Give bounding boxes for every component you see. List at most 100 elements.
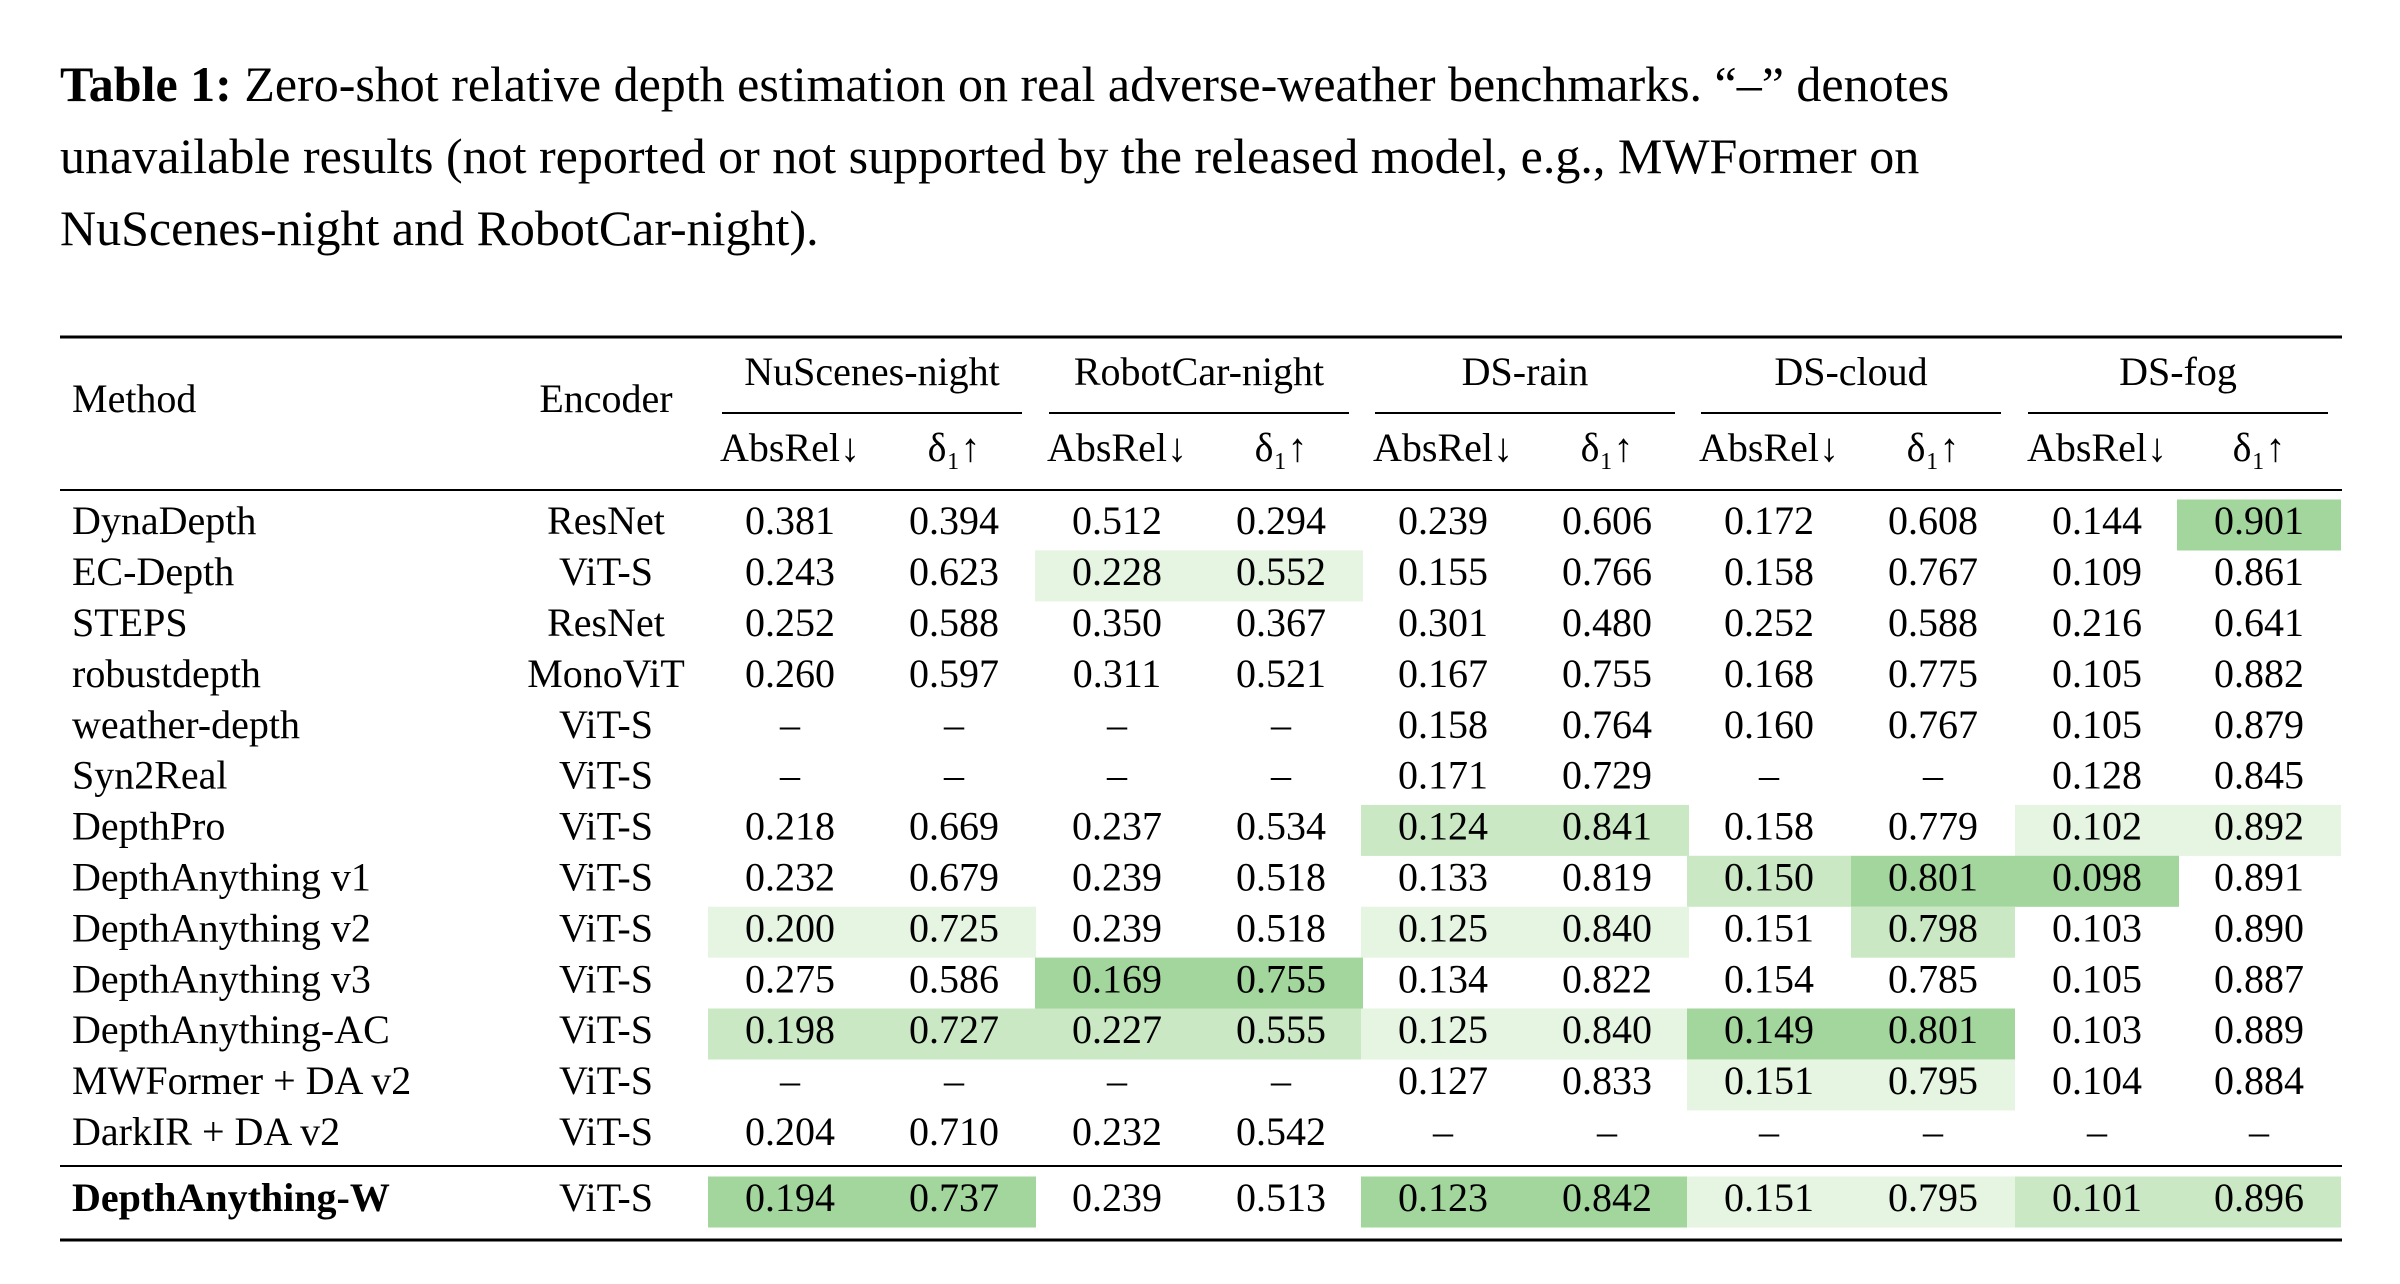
metric-value: 0.260	[745, 651, 835, 696]
method-name: weather-depth	[72, 702, 300, 747]
metric-value: 0.755	[1236, 956, 1326, 1001]
metric-value: 0.588	[909, 600, 999, 645]
metric-value: 0.597	[909, 651, 999, 696]
metric-value: 0.785	[1888, 956, 1978, 1001]
cell-highlight	[1035, 957, 1199, 1009]
metric-value: 0.167	[1398, 651, 1488, 696]
cell-highlight	[1687, 1176, 1851, 1228]
metric-value: 0.133	[1398, 854, 1488, 899]
caption-line: Table 1: Zero-shot relative depth estima…	[60, 48, 2360, 120]
header-metric: AbsRel↓	[720, 425, 860, 470]
metric-value: 0.586	[909, 956, 999, 1001]
metric-value: 0.294	[1236, 498, 1326, 543]
header-group: NuScenes-night	[744, 349, 1000, 394]
metric-value: 0.884	[2214, 1058, 2304, 1103]
metric-value: 0.767	[1888, 702, 1978, 747]
metric-value: 0.311	[1073, 651, 1162, 696]
metric-value: 0.840	[1562, 905, 1652, 950]
metric-value: 0.239	[1072, 854, 1162, 899]
cell-highlight	[1687, 1059, 1851, 1111]
metric-value: 0.123	[1398, 1175, 1488, 1220]
metric-value: 0.518	[1236, 905, 1326, 950]
encoder: ViT-S	[559, 549, 653, 594]
header-metric: δ₁↑	[1255, 425, 1308, 470]
metric-value: 0.098	[2052, 854, 2142, 899]
cell-highlight	[1199, 957, 1363, 1009]
header-metric: AbsRel↓	[1699, 425, 1839, 470]
metric-value: 0.151	[1724, 1175, 1814, 1220]
metric-value: 0.194	[745, 1175, 835, 1220]
metric-value: 0.727	[909, 1007, 999, 1052]
metric-value: –	[1106, 1058, 1128, 1103]
metric-value: 0.890	[2214, 905, 2304, 950]
metric-value: –	[1758, 753, 1780, 798]
cell-highlight	[872, 1176, 1036, 1228]
metric-value: 0.896	[2214, 1175, 2304, 1220]
metric-value: 0.534	[1236, 804, 1326, 849]
cell-highlight	[1199, 1008, 1363, 1060]
metric-value: –	[1270, 753, 1292, 798]
method-name: MWFormer + DA v2	[72, 1058, 411, 1103]
metric-value: 0.105	[2052, 956, 2142, 1001]
metric-value: 0.232	[745, 854, 835, 899]
metric-value: 0.623	[909, 549, 999, 594]
header-method: Method	[72, 376, 196, 421]
cell-highlight	[1851, 1176, 2015, 1228]
metric-value: 0.105	[2052, 651, 2142, 696]
metric-value: 0.779	[1888, 804, 1978, 849]
encoder: ResNet	[547, 600, 665, 645]
cell-highlight	[1361, 1176, 1525, 1228]
encoder: ViT-S	[559, 1109, 653, 1154]
caption: Table 1: Zero-shot relative depth estima…	[60, 48, 2360, 264]
metric-value: 0.134	[1398, 956, 1488, 1001]
caption-line: NuScenes-night and RobotCar-night).	[60, 200, 819, 256]
metric-value: –	[1922, 753, 1944, 798]
method-name: STEPS	[72, 600, 188, 645]
metric-value: 0.729	[1562, 753, 1652, 798]
metric-value: 0.252	[745, 600, 835, 645]
metric-value: 0.127	[1398, 1058, 1488, 1103]
metric-value: 0.252	[1724, 600, 1814, 645]
metric-value: 0.737	[909, 1175, 999, 1220]
cell-highlight	[708, 1008, 872, 1060]
metric-value: 0.227	[1072, 1007, 1162, 1052]
encoder: ViT-S	[559, 956, 653, 1001]
metric-value: –	[1922, 1109, 1944, 1154]
metric-value: 0.679	[909, 854, 999, 899]
metric-value: –	[943, 1058, 965, 1103]
metric-value: –	[1270, 702, 1292, 747]
method-name: Syn2Real	[72, 753, 228, 798]
metric-value: 0.513	[1236, 1175, 1326, 1220]
metric-value: 0.879	[2214, 702, 2304, 747]
cell-highlight	[1687, 1008, 1851, 1060]
metric-value: 0.237	[1072, 804, 1162, 849]
metric-value: –	[1106, 702, 1128, 747]
cell-highlight	[1361, 1008, 1525, 1060]
metric-value: 0.606	[1562, 498, 1652, 543]
encoder: MonoViT	[527, 651, 685, 696]
metric-value: 0.150	[1724, 854, 1814, 899]
cell-highlight	[1525, 1008, 1689, 1060]
metric-value: 0.518	[1236, 854, 1326, 899]
metric-value: 0.608	[1888, 498, 1978, 543]
metric-value: 0.158	[1398, 702, 1488, 747]
cell-highlight	[1525, 804, 1689, 856]
metric-value: 0.228	[1072, 549, 1162, 594]
metric-value: 0.833	[1562, 1058, 1652, 1103]
metric-value: 0.840	[1562, 1007, 1652, 1052]
metric-value: 0.555	[1236, 1007, 1326, 1052]
cell-highlight	[1851, 1008, 2015, 1060]
header-metric: δ₁↑	[928, 425, 981, 470]
cell-highlight	[1687, 855, 1851, 907]
metric-value: 0.200	[745, 905, 835, 950]
metric-value: 0.160	[1724, 702, 1814, 747]
header-group: DS-rain	[1462, 349, 1589, 394]
metric-value: –	[1432, 1109, 1454, 1154]
metric-value: 0.755	[1562, 651, 1652, 696]
metric-value: 0.480	[1562, 600, 1652, 645]
metric-value: 0.764	[1562, 702, 1652, 747]
metric-value: 0.301	[1398, 600, 1488, 645]
metric-value: 0.172	[1724, 498, 1814, 543]
